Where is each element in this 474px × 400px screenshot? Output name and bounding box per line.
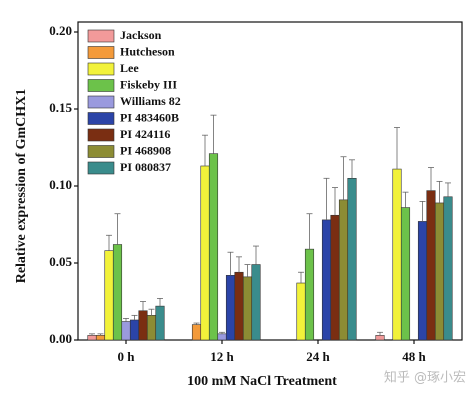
y-tick-label: 0.15 [49,100,72,115]
legend-label: Williams 82 [120,94,181,108]
bar [400,207,411,341]
bar [155,305,165,341]
bar [321,219,332,341]
x-tick-label: 0 h [118,349,136,364]
bar [104,250,114,341]
legend-swatch [87,128,115,142]
bar [225,275,236,341]
bar [208,153,219,341]
y-tick-label: 0.00 [49,331,72,346]
y-tick-label: 0.20 [49,23,72,38]
y-axis-label: Relative expression of GmCHX1 [14,89,29,284]
bar [392,168,402,341]
legend-label: Hutcheson [120,44,175,58]
x-tick-label: 48 h [402,349,426,364]
bar [146,315,157,341]
bar [121,321,131,341]
legend-label: PI 468908 [120,143,171,157]
bar [138,310,148,341]
bar [304,248,315,341]
bar [434,202,445,341]
y-tick-label: 0.10 [49,177,72,192]
legend-label: PI 080837 [120,160,171,174]
legend-label: PI 483460B [120,110,179,124]
legend-swatch [87,161,115,175]
bar [443,196,453,341]
legend-swatch [87,95,115,109]
bar [234,271,244,341]
x-tick-label: 24 h [306,349,330,364]
bar [200,165,210,341]
plot-frame [77,21,463,341]
legend-swatch [87,62,115,76]
x-axis-label: 100 mM NaCl Treatment [187,374,337,389]
bar [375,335,385,341]
legend-label: Jackson [120,28,162,42]
legend-swatch [87,29,115,43]
bar [426,190,436,341]
bar [191,324,202,341]
legend-swatch [87,112,115,125]
watermark: 知乎 @琢小宏 [384,370,466,386]
legend-swatch [87,79,115,92]
legend-label: Lee [120,61,139,75]
bar [338,199,349,341]
bar [129,319,140,341]
x-tick-label: 12 h [210,349,234,364]
legend-swatch [87,46,115,59]
bar [87,335,97,341]
bar [251,264,261,341]
y-tick-label: 0.05 [49,254,72,269]
bar [347,178,357,341]
bar [242,276,253,341]
legend-label: PI 424116 [120,127,170,141]
legend-label: Fiskeby III [120,77,177,91]
bar [217,333,227,341]
bar [296,282,306,341]
bar [112,244,123,341]
legend-swatch [87,145,115,158]
bar [417,221,428,341]
bar [95,335,106,341]
bar [330,214,340,341]
